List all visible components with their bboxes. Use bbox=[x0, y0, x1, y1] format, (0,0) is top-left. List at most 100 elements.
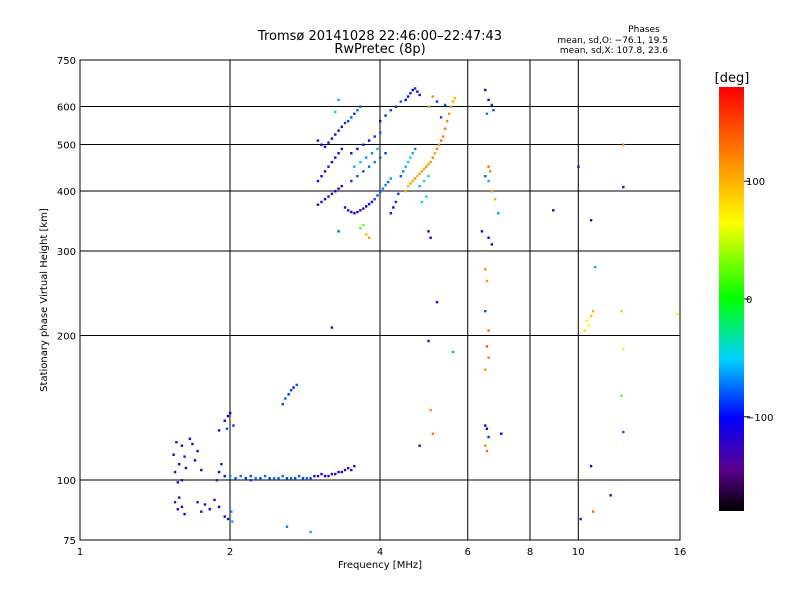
data-point bbox=[346, 466, 350, 470]
data-point bbox=[404, 190, 407, 193]
data-point bbox=[589, 219, 593, 222]
data-point bbox=[208, 508, 211, 511]
data-point bbox=[487, 179, 490, 183]
data-point bbox=[301, 476, 305, 480]
grid-lines bbox=[80, 60, 680, 540]
data-point bbox=[399, 100, 403, 103]
data-point bbox=[443, 103, 447, 107]
data-point bbox=[188, 437, 192, 440]
data-point bbox=[268, 476, 271, 480]
data-point bbox=[323, 170, 327, 173]
data-point bbox=[485, 449, 489, 453]
data-point bbox=[337, 470, 340, 474]
data-point bbox=[437, 143, 441, 146]
data-point bbox=[284, 397, 287, 400]
data-point bbox=[591, 309, 595, 313]
data-point bbox=[177, 462, 181, 466]
data-point bbox=[350, 468, 353, 472]
x-tick-label: 4 bbox=[377, 547, 383, 558]
data-point bbox=[493, 198, 497, 201]
data-point bbox=[370, 200, 374, 204]
phase-stats-o: mean, sd,O: −76.1, 19.5 bbox=[557, 36, 668, 46]
data-point bbox=[433, 152, 437, 155]
data-point bbox=[485, 279, 489, 283]
colorbar-tick-label: −100 bbox=[746, 413, 773, 424]
data-point bbox=[622, 347, 625, 350]
data-point bbox=[337, 230, 340, 233]
data-point bbox=[431, 156, 434, 159]
data-point bbox=[330, 326, 334, 329]
data-point bbox=[249, 479, 253, 482]
data-point bbox=[362, 223, 365, 227]
data-point bbox=[422, 167, 426, 171]
data-point bbox=[359, 227, 362, 230]
data-point bbox=[593, 265, 597, 269]
data-point bbox=[359, 105, 362, 108]
data-point bbox=[234, 476, 237, 480]
data-point bbox=[343, 468, 347, 472]
data-point bbox=[367, 139, 371, 142]
data-point bbox=[350, 116, 353, 119]
data-point bbox=[420, 200, 424, 204]
data-point bbox=[386, 180, 390, 184]
data-point bbox=[217, 470, 221, 474]
data-point bbox=[316, 139, 320, 142]
data-point bbox=[489, 170, 492, 173]
data-point bbox=[379, 191, 382, 194]
plot-frame bbox=[79, 59, 681, 541]
data-point bbox=[431, 432, 434, 435]
data-point bbox=[259, 476, 262, 480]
data-point bbox=[309, 530, 312, 534]
data-point bbox=[500, 432, 503, 435]
data-point bbox=[427, 105, 430, 108]
chart-title: Tromsø 20141028 22:46:00–22:47:43 bbox=[257, 29, 502, 44]
data-point bbox=[337, 129, 340, 132]
x-tick-label: 1 bbox=[77, 547, 83, 558]
data-point bbox=[394, 105, 398, 108]
data-point bbox=[620, 309, 623, 313]
data-point bbox=[330, 192, 334, 196]
data-point bbox=[389, 177, 392, 180]
data-point bbox=[356, 147, 359, 151]
data-point bbox=[217, 505, 221, 509]
data-point bbox=[427, 163, 430, 166]
data-point bbox=[484, 368, 487, 371]
data-point bbox=[337, 187, 340, 190]
data-point bbox=[365, 205, 368, 208]
data-point bbox=[316, 474, 320, 478]
data-point bbox=[406, 184, 410, 188]
data-point bbox=[389, 109, 392, 112]
data-point bbox=[346, 209, 350, 212]
data-point bbox=[367, 236, 371, 239]
x-tick-label: 8 bbox=[527, 547, 533, 558]
data-point bbox=[409, 182, 412, 185]
data-point bbox=[443, 127, 447, 130]
data-point bbox=[416, 90, 419, 93]
data-point bbox=[413, 87, 417, 90]
data-point bbox=[320, 143, 323, 146]
data-point bbox=[191, 442, 194, 446]
data-point bbox=[487, 98, 490, 102]
data-point bbox=[373, 135, 376, 138]
data-point bbox=[447, 112, 451, 115]
data-point bbox=[173, 500, 177, 504]
data-point bbox=[451, 100, 455, 103]
data-point bbox=[323, 474, 327, 478]
data-point bbox=[622, 143, 625, 146]
data-point bbox=[239, 474, 242, 478]
data-point bbox=[285, 476, 289, 480]
data-point bbox=[365, 156, 368, 159]
data-point bbox=[487, 165, 490, 168]
y-axis: 75 100 200 300 400 500 600 750 bbox=[57, 56, 86, 547]
data-point bbox=[215, 479, 219, 482]
data-point bbox=[223, 515, 226, 518]
data-point bbox=[411, 179, 414, 183]
data-point bbox=[343, 206, 347, 209]
data-point bbox=[435, 300, 439, 304]
data-point bbox=[293, 476, 297, 480]
data-point bbox=[285, 525, 289, 528]
data-point bbox=[490, 243, 494, 246]
data-point bbox=[232, 424, 235, 427]
data-point bbox=[394, 200, 398, 204]
